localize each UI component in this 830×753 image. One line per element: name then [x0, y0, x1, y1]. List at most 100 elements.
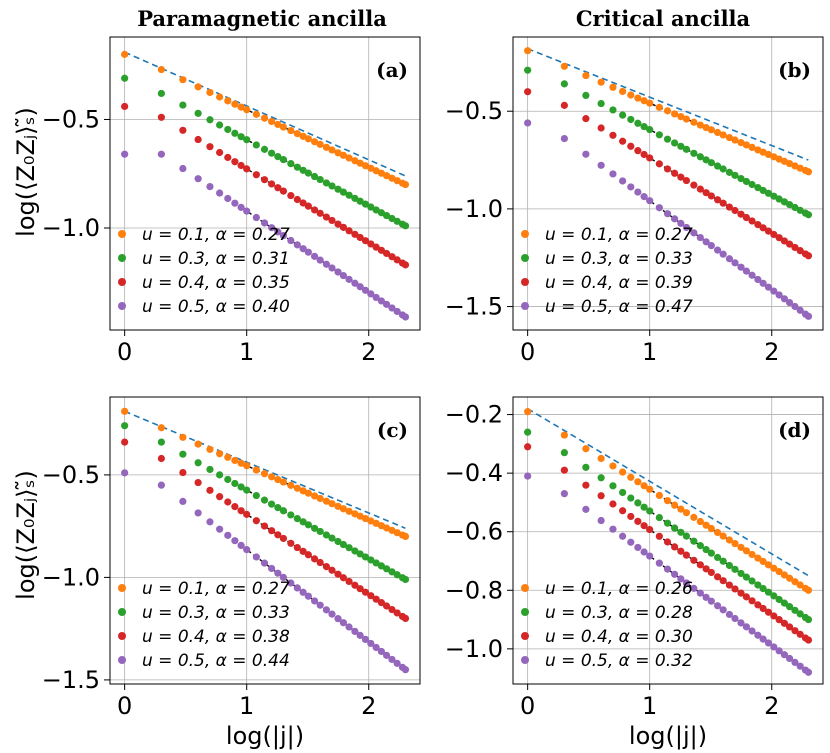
data-point — [351, 581, 359, 589]
data-point — [339, 188, 348, 196]
legend-marker — [118, 584, 126, 592]
data-point — [597, 78, 605, 86]
data-point — [268, 149, 276, 157]
data-point — [725, 203, 734, 211]
data-point — [634, 188, 642, 196]
data-point — [216, 525, 224, 533]
data-point — [737, 263, 745, 271]
x-axis-label-right: log(|j|) — [629, 722, 707, 750]
data-point — [560, 134, 568, 143]
legend: u = 0.1, α = 0.27 u = 0.3, α = 0.31 u = 0.… — [118, 225, 290, 317]
data-point — [780, 571, 789, 579]
data-point — [339, 271, 348, 280]
x-tick-label: 2 — [361, 338, 376, 366]
data-point — [582, 71, 590, 80]
panel-label: (d) — [778, 418, 811, 442]
data-point — [524, 47, 532, 55]
data-point — [382, 565, 391, 573]
data-point — [748, 577, 756, 585]
data-point — [791, 243, 799, 252]
data-point — [627, 473, 635, 481]
data-point — [671, 501, 679, 509]
data-point — [260, 219, 269, 227]
data-point — [597, 124, 605, 132]
data-point — [796, 247, 804, 255]
data-point — [725, 561, 734, 570]
legend-entry: u = 0.3, α = 0.31 — [142, 249, 290, 269]
data-point — [582, 481, 590, 489]
y-tick-label: −0.2 — [445, 401, 503, 429]
data-point — [194, 109, 202, 117]
data-point — [334, 220, 342, 228]
data-point — [748, 271, 756, 279]
data-point — [194, 175, 202, 183]
legend: u = 0.1, α = 0.27 u = 0.3, α = 0.33 u = 0.… — [521, 225, 693, 317]
data-point — [121, 150, 129, 158]
legend-entry: u = 0.3, α = 0.28 — [545, 603, 693, 623]
data-point — [224, 97, 232, 105]
data-point — [316, 256, 324, 264]
data-point — [634, 499, 642, 507]
data-point — [696, 153, 704, 161]
data-point — [388, 655, 396, 664]
data-point — [293, 130, 301, 138]
data-point — [206, 88, 214, 97]
data-point — [339, 505, 348, 513]
data-point — [310, 524, 319, 532]
data-point — [356, 159, 364, 167]
data-point — [655, 204, 663, 212]
data-point — [663, 538, 672, 546]
legend-entry: u = 0.4, α = 0.35 — [142, 273, 290, 293]
data-point — [737, 589, 745, 597]
data-point — [293, 241, 301, 249]
data-point — [560, 80, 568, 88]
data-point — [299, 199, 307, 207]
data-point — [243, 546, 251, 554]
data-point — [367, 592, 375, 600]
data-point — [713, 573, 722, 581]
data-point — [372, 559, 380, 567]
data-point — [725, 255, 734, 263]
data-point — [754, 275, 762, 284]
data-point — [707, 241, 715, 250]
data-point — [382, 524, 391, 532]
y-tick-label: −0.4 — [445, 459, 503, 487]
data-point — [634, 119, 642, 127]
data-point — [696, 517, 704, 526]
data-point — [682, 145, 691, 153]
data-point — [279, 478, 288, 486]
data-point — [401, 222, 410, 230]
data-point — [179, 497, 187, 505]
data-point — [121, 407, 129, 415]
data-point — [719, 165, 727, 173]
data-point — [690, 513, 698, 521]
data-point — [377, 297, 386, 305]
data-point — [382, 602, 391, 610]
data-point — [293, 543, 301, 552]
data-point — [361, 635, 370, 644]
data-point — [401, 666, 410, 674]
data-point — [260, 114, 269, 122]
data-point — [316, 558, 324, 567]
data-point — [243, 106, 251, 114]
data-point — [401, 614, 410, 623]
data-point — [677, 142, 685, 150]
data-point — [121, 469, 129, 477]
data-point — [770, 592, 778, 600]
data-point — [524, 428, 532, 436]
data-point — [627, 183, 635, 191]
data-point — [339, 574, 348, 582]
data-point — [322, 563, 331, 571]
data-point — [382, 651, 391, 659]
data-point — [216, 121, 224, 129]
data-point — [646, 525, 654, 534]
data-point — [731, 614, 739, 623]
data-point — [260, 522, 269, 530]
data-point — [224, 153, 232, 162]
data-point — [339, 540, 348, 549]
data-point — [785, 298, 794, 307]
data-point — [237, 483, 245, 491]
data-point — [328, 182, 336, 190]
x-tick-label: 1 — [642, 692, 657, 720]
data-point — [737, 543, 745, 551]
